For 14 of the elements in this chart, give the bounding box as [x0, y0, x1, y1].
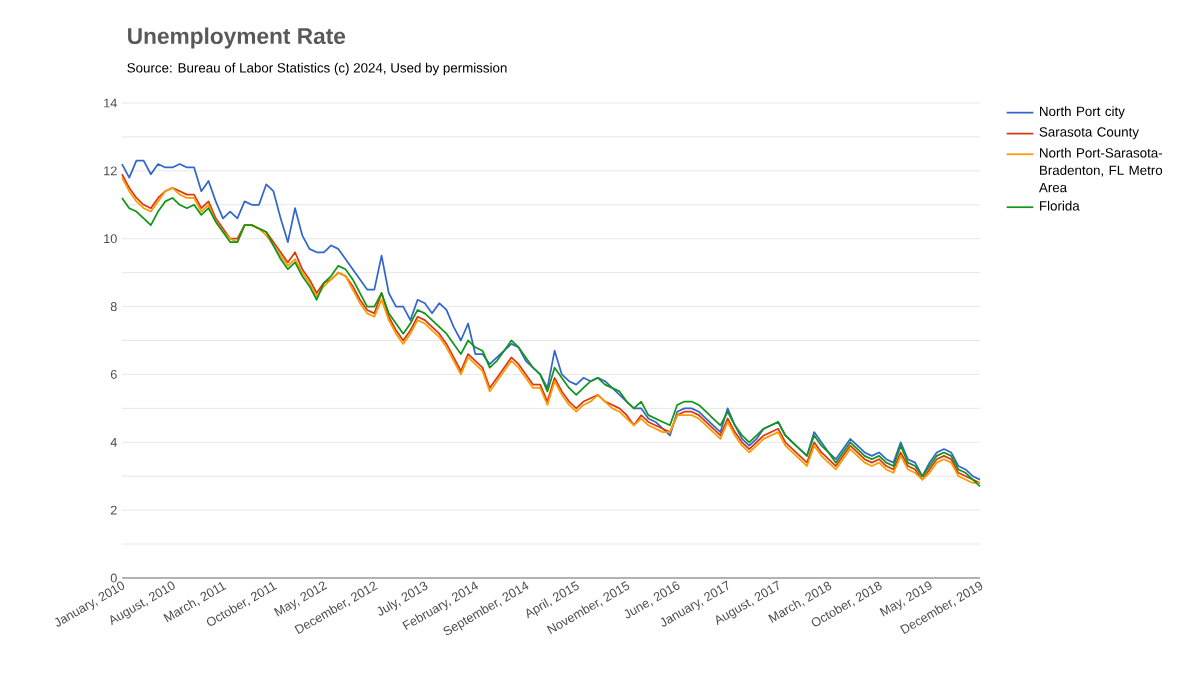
y-tick-label: 8	[110, 302, 117, 312]
chart-subtitle: Source: Bureau of Labor Statistics (c) 2024, Used by permission	[127, 62, 507, 76]
y-tick-label: 4	[110, 437, 117, 447]
y-tick-label: 10	[104, 234, 117, 244]
y-tick-label: 14	[104, 98, 117, 108]
legend-label: Florida	[1040, 200, 1080, 211]
y-tick-label: 6	[110, 369, 117, 379]
legend-label: Sarasota County	[1039, 127, 1139, 140]
chart-title: Unemployment Rate	[128, 27, 346, 49]
legend-label: North Port city	[1040, 106, 1125, 119]
y-tick-label: 12	[104, 166, 117, 176]
legend-label: North Port-Sarasota-Bradenton, FL Metro Area	[1038, 147, 1163, 193]
y-tick-label: 2	[110, 505, 117, 515]
y-tick-label: 0	[110, 573, 117, 583]
